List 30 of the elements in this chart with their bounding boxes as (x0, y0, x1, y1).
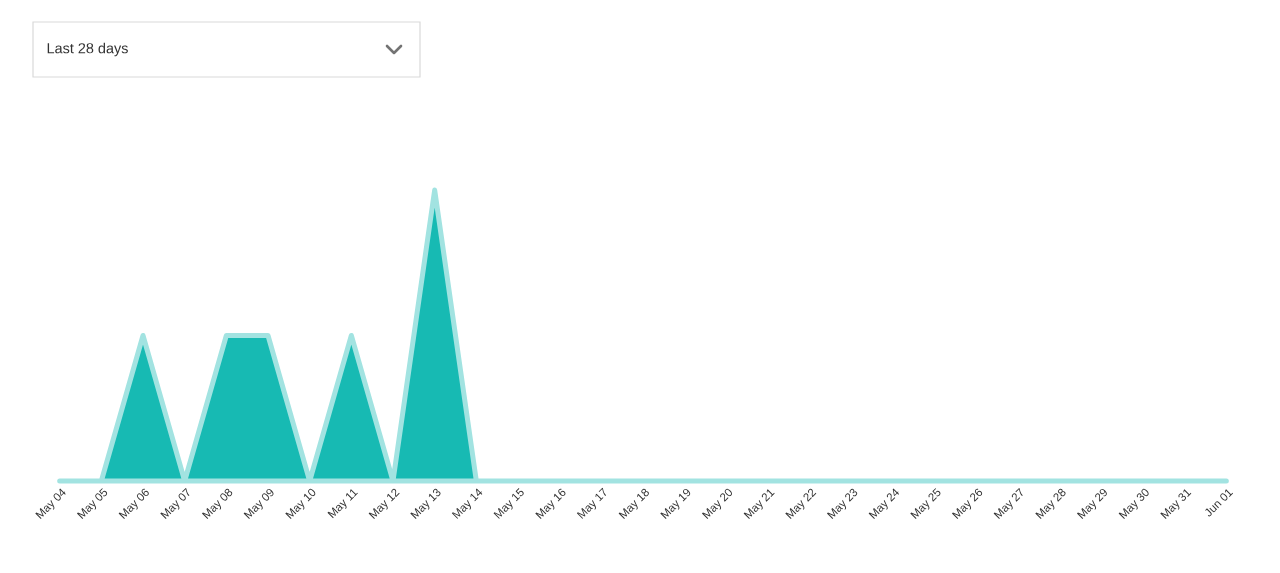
x-tick-label: May 18 (618, 488, 649, 519)
x-tick-label: May 17 (576, 487, 606, 519)
x-tick-label: May 31 (1160, 489, 1192, 519)
x-tick-label: May 24 (868, 488, 900, 519)
x-tick-label: May 06 (118, 488, 149, 519)
x-tick-label: May 10 (285, 488, 316, 519)
x-tick-label: May 12 (368, 488, 400, 519)
x-tick-label: May 07 (160, 487, 190, 519)
x-tick-label: May 16 (535, 488, 566, 519)
x-tick-label: Jun 01 (1205, 489, 1234, 517)
x-tick-label: May 22 (785, 488, 817, 519)
x-tick-label: May 25 (910, 488, 941, 519)
x-tick-label: May 15 (493, 488, 524, 519)
x-tick-label: May 29 (1076, 488, 1107, 519)
x-tick-label: May 19 (660, 488, 691, 519)
x-tick-label: May 21 (743, 489, 775, 519)
x-tick-label: May 28 (1035, 488, 1066, 519)
x-tick-label: May 04 (35, 488, 66, 519)
x-tick-label: May 23 (826, 488, 858, 519)
x-tick-label: May 27 (993, 487, 1023, 519)
x-tick-label: May 05 (76, 488, 108, 519)
x-tick-label: May 30 (1118, 488, 1149, 519)
x-tick-label: May 26 (951, 488, 983, 519)
x-tick-label: May 14 (451, 488, 483, 519)
x-tick-label: May 11 (327, 489, 358, 519)
x-tick-label: May 08 (201, 488, 233, 519)
x-tick-label: May 13 (410, 488, 441, 519)
text: Last 28 days (47, 42, 128, 57)
x-tick-label: May 09 (243, 488, 274, 519)
x-tick-label: May 20 (701, 488, 732, 519)
